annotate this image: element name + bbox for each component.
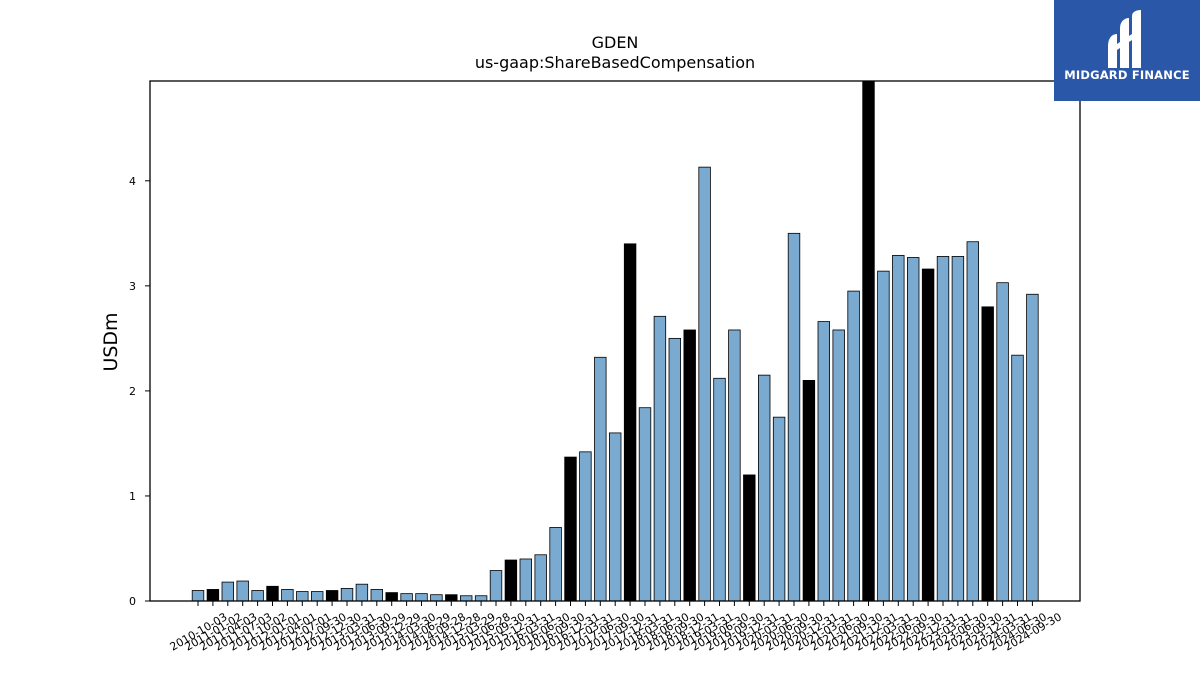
bar — [355, 583, 369, 602]
bar — [474, 595, 488, 602]
bar — [296, 591, 309, 602]
bar — [370, 589, 384, 602]
bar — [817, 321, 831, 602]
bar — [549, 527, 562, 602]
bar — [772, 416, 786, 602]
bar — [191, 590, 205, 602]
midgard-finance-logo: MIDGARD FINANCE — [1054, 0, 1200, 101]
y-axis-ticks: 0 1 2 3 4 — [129, 175, 150, 608]
y-tick-label: 0 — [129, 595, 136, 608]
bar — [504, 559, 518, 602]
bar — [266, 585, 279, 602]
bar — [489, 570, 503, 602]
y-axis-label: USDm — [100, 312, 122, 371]
y-tick-label: 3 — [129, 280, 136, 293]
bar — [743, 474, 756, 602]
midgard-finance-logo-icon — [1108, 10, 1141, 68]
brand-name: MIDGARD FINANCE — [1064, 68, 1190, 82]
bar — [1026, 293, 1039, 602]
bar — [638, 407, 652, 602]
bar — [1011, 354, 1024, 602]
bar — [564, 456, 577, 602]
bar — [340, 587, 354, 602]
x-axis-ticks: 2010-10-032011-01-022011-04-032011-07-03… — [168, 601, 1064, 654]
bar — [847, 290, 860, 602]
bar — [221, 581, 235, 602]
bar — [981, 306, 994, 602]
bars — [191, 80, 1039, 602]
bar — [698, 166, 711, 602]
plot-frame — [149, 80, 1081, 602]
chart-title: GDEN — [592, 33, 639, 52]
bar — [877, 270, 890, 602]
bar — [281, 589, 294, 602]
bar — [832, 329, 845, 602]
y-tick-label: 4 — [129, 175, 136, 188]
y-tick-label: 2 — [129, 385, 136, 398]
bar — [251, 590, 264, 602]
bar — [385, 592, 398, 602]
bar — [951, 256, 965, 602]
bar — [415, 593, 428, 602]
bar — [728, 329, 741, 602]
bar — [623, 243, 637, 602]
bar — [758, 374, 771, 602]
bar — [802, 379, 816, 602]
bar — [713, 377, 726, 602]
bar — [236, 580, 249, 602]
bar — [787, 232, 801, 602]
bar — [534, 554, 547, 602]
bar — [519, 558, 533, 602]
bar — [579, 451, 592, 602]
bar — [862, 80, 875, 602]
bar — [206, 589, 220, 602]
bar — [668, 337, 682, 602]
bar — [310, 591, 324, 602]
bar — [966, 241, 980, 602]
bar — [921, 268, 935, 602]
bar — [325, 590, 339, 602]
bar — [430, 594, 443, 602]
bar — [653, 315, 667, 602]
bar — [907, 257, 920, 602]
bar — [892, 254, 905, 602]
bar — [400, 593, 413, 602]
bar — [594, 356, 607, 602]
bar — [996, 282, 1009, 602]
bar — [459, 595, 473, 602]
bar — [609, 432, 622, 602]
bar — [936, 256, 950, 602]
bar — [445, 594, 458, 602]
y-tick-label: 1 — [129, 490, 136, 503]
chart-subtitle: us-gaap:ShareBasedCompensation — [475, 53, 755, 72]
bar — [683, 329, 696, 602]
